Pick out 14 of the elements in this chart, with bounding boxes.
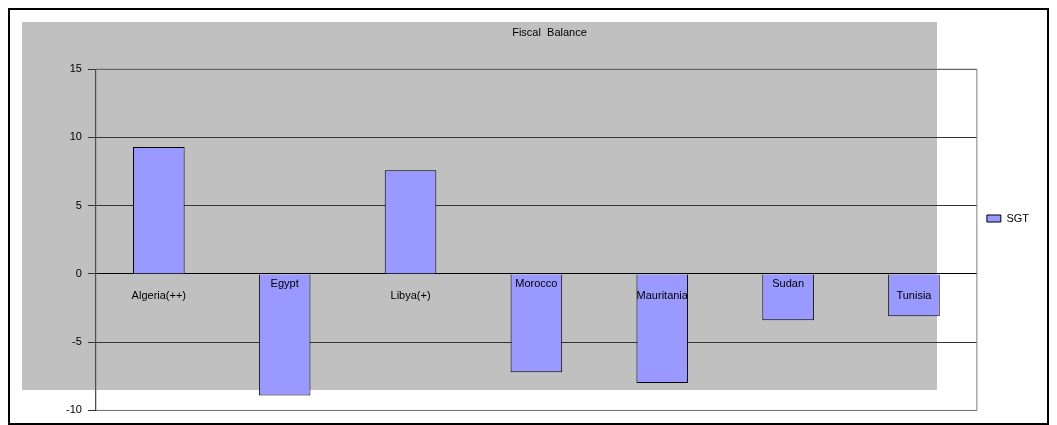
x-tick-label: Egypt (270, 276, 299, 289)
x-tick-label: Morocco (515, 276, 558, 289)
y-tick-label: -5 (72, 335, 82, 348)
y-tick-label: 0 (75, 266, 82, 279)
x-tick-label: Tunisia (896, 288, 933, 301)
y-tick-label: -10 (65, 403, 82, 416)
legend-label: SGT (1006, 211, 1030, 224)
y-tick-label: 15 (69, 62, 82, 75)
chart-title: Fiscal Balance (512, 25, 587, 38)
y-tick-label: 5 (75, 198, 82, 211)
x-tick-label: Algeria(++) (131, 288, 187, 301)
x-tick-label: Sudan (772, 276, 805, 289)
y-tick-label: 10 (69, 130, 82, 143)
x-tick-label: Libya(+) (390, 288, 431, 301)
